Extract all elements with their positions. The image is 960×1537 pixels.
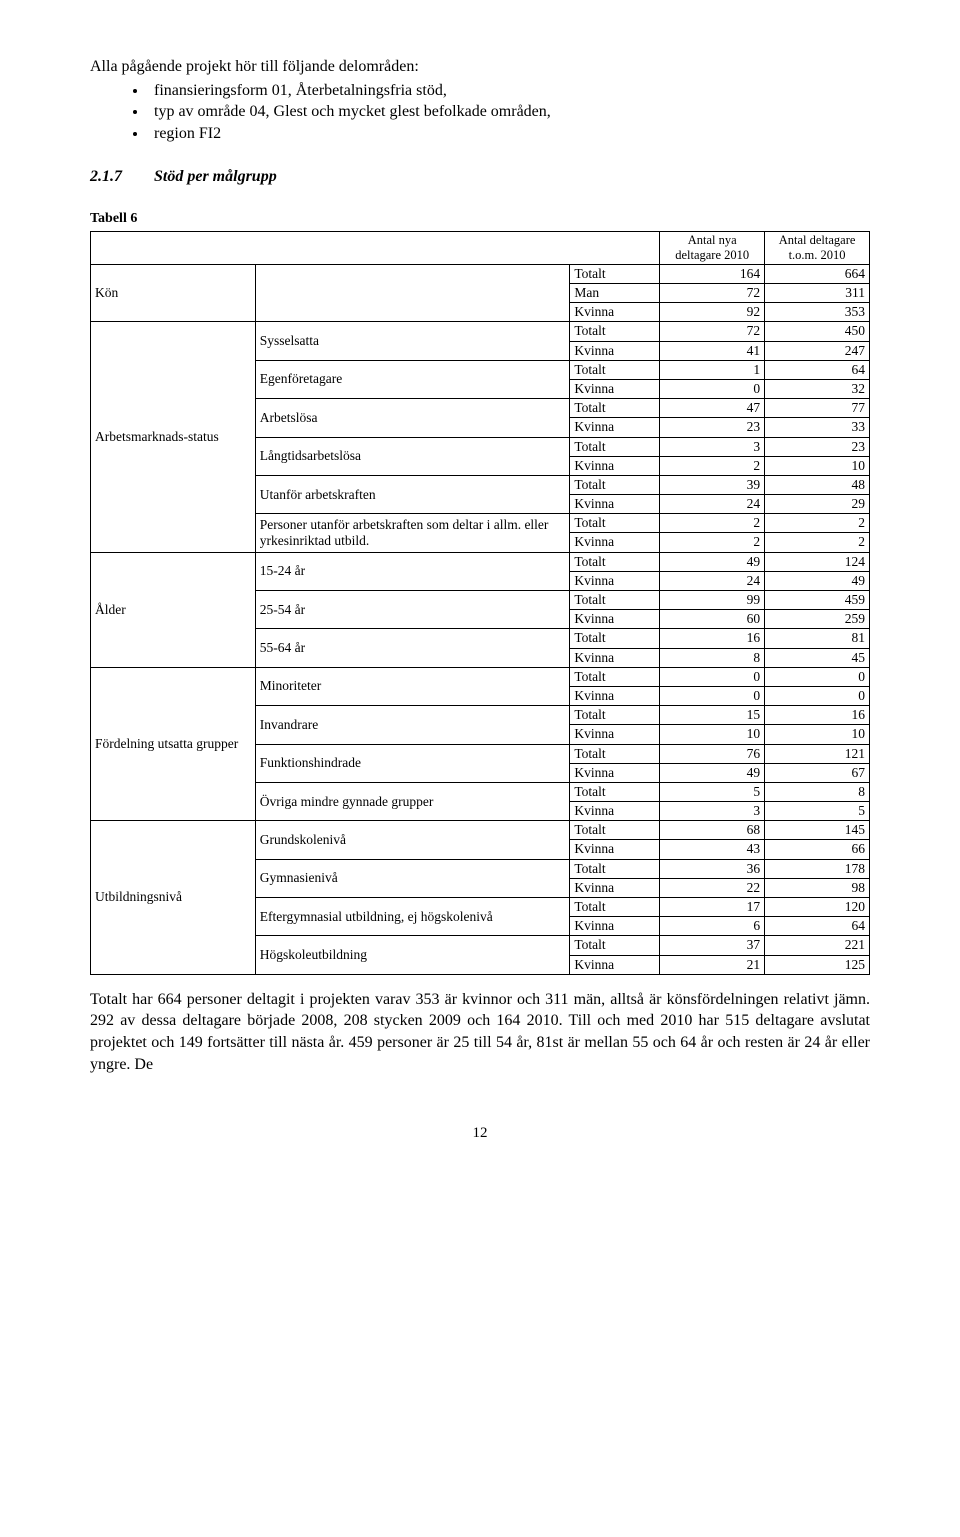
tk-label: Kvinna xyxy=(570,379,660,398)
tk-label: Kvinna xyxy=(570,725,660,744)
subcategory-label: Grundskolenivå xyxy=(255,821,570,859)
bullet-item: finansieringsform 01, Återbetalningsfria… xyxy=(148,80,870,102)
subcategory-label: Arbetslösa xyxy=(255,399,570,437)
subcategory-label: 15-24 år xyxy=(255,552,570,590)
subcategory-label: Funktionshindrade xyxy=(255,744,570,782)
bullet-item: region FI2 xyxy=(148,123,870,145)
section-heading: 2.1.7 Stöd per målgrupp xyxy=(90,166,870,188)
category-label: Utbildningsnivå xyxy=(91,821,256,975)
tk-label: Totalt xyxy=(570,898,660,917)
tk-label: Kvinna xyxy=(570,341,660,360)
subcategory-label: Invandrare xyxy=(255,706,570,744)
section-number: 2.1.7 xyxy=(90,166,150,188)
tk-label: Kvinna xyxy=(570,418,660,437)
tk-label: Totalt xyxy=(570,821,660,840)
tk-label: Totalt xyxy=(570,322,660,341)
tk-label: Totalt xyxy=(570,936,660,955)
table-row: Arbetsmarknads-statusSysselsattaTotalt72… xyxy=(91,322,870,341)
subcategory-label: Utanför arbetskraften xyxy=(255,475,570,513)
subcategory-label: Minoriteter xyxy=(255,667,570,705)
tk-label: Totalt xyxy=(570,859,660,878)
subcategory-label: Långtidsarbetslösa xyxy=(255,437,570,475)
section-title: Stöd per målgrupp xyxy=(154,168,277,185)
tk-label: Kvinna xyxy=(570,571,660,590)
tk-label: Totalt xyxy=(570,591,660,610)
subcategory-label: 55-64 år xyxy=(255,629,570,667)
tk-label: Totalt xyxy=(570,552,660,571)
category-label: Arbetsmarknads-status xyxy=(91,322,256,552)
tk-label: Kvinna xyxy=(570,763,660,782)
intro-lead: Alla pågående projekt hör till följande … xyxy=(90,56,870,78)
table-row: Ålder15-24 årTotalt49124 xyxy=(91,552,870,571)
subcategory-label: Sysselsatta xyxy=(255,322,570,360)
tk-label: Totalt xyxy=(570,667,660,686)
tk-label: Kvinna xyxy=(570,955,660,974)
col-header: Antal nya deltagare 2010 xyxy=(660,231,765,264)
tk-label: Kvinna xyxy=(570,533,660,552)
tk-label: Kvinna xyxy=(570,495,660,514)
tk-label: Kvinna xyxy=(570,456,660,475)
tk-label: Totalt xyxy=(570,744,660,763)
tk-label: Man xyxy=(570,284,660,303)
page-number: 12 xyxy=(90,1123,870,1143)
body-paragraph: Totalt har 664 personer deltagit i proje… xyxy=(90,989,870,1075)
subcategory-label: Gymnasienivå xyxy=(255,859,570,897)
table-row: KönTotalt164664 xyxy=(91,264,870,283)
subcategory-label: Egenföretagare xyxy=(255,360,570,398)
tk-label: Totalt xyxy=(570,475,660,494)
category-label: Kön xyxy=(91,264,256,322)
tk-label: Kvinna xyxy=(570,878,660,897)
data-table: Antal nya deltagare 2010Antal deltagare … xyxy=(90,231,870,975)
subcategory-label: Personer utanför arbetskraften som delta… xyxy=(255,514,570,552)
category-label: Fördelning utsatta grupper xyxy=(91,667,256,821)
tk-label: Kvinna xyxy=(570,917,660,936)
tk-label: Kvinna xyxy=(570,303,660,322)
table-row: Fördelning utsatta grupperMinoriteterTot… xyxy=(91,667,870,686)
tk-label: Kvinna xyxy=(570,802,660,821)
tk-label: Kvinna xyxy=(570,648,660,667)
tk-label: Totalt xyxy=(570,264,660,283)
intro-bullets: finansieringsform 01, Återbetalningsfria… xyxy=(90,80,870,145)
tk-label: Totalt xyxy=(570,514,660,533)
tk-label: Totalt xyxy=(570,629,660,648)
tk-label: Kvinna xyxy=(570,686,660,705)
tk-label: Totalt xyxy=(570,360,660,379)
table-row: Antal nya deltagare 2010Antal deltagare … xyxy=(91,231,870,264)
tk-label: Totalt xyxy=(570,437,660,456)
subcategory-label: Högskoleutbildning xyxy=(255,936,570,974)
tk-label: Kvinna xyxy=(570,840,660,859)
col-header: Antal deltagare t.o.m. 2010 xyxy=(765,231,870,264)
tk-label: Totalt xyxy=(570,706,660,725)
category-label: Ålder xyxy=(91,552,256,667)
subcategory-label: Eftergymnasial utbildning, ej högskoleni… xyxy=(255,898,570,936)
tk-label: Totalt xyxy=(570,399,660,418)
table-caption: Tabell 6 xyxy=(90,210,870,229)
tk-label: Totalt xyxy=(570,782,660,801)
table-row: UtbildningsnivåGrundskolenivåTotalt68145 xyxy=(91,821,870,840)
bullet-item: typ av område 04, Glest och mycket glest… xyxy=(148,101,870,123)
subcategory-label: 25-54 år xyxy=(255,591,570,629)
tk-label: Kvinna xyxy=(570,610,660,629)
subcategory-label: Övriga mindre gynnade grupper xyxy=(255,782,570,820)
